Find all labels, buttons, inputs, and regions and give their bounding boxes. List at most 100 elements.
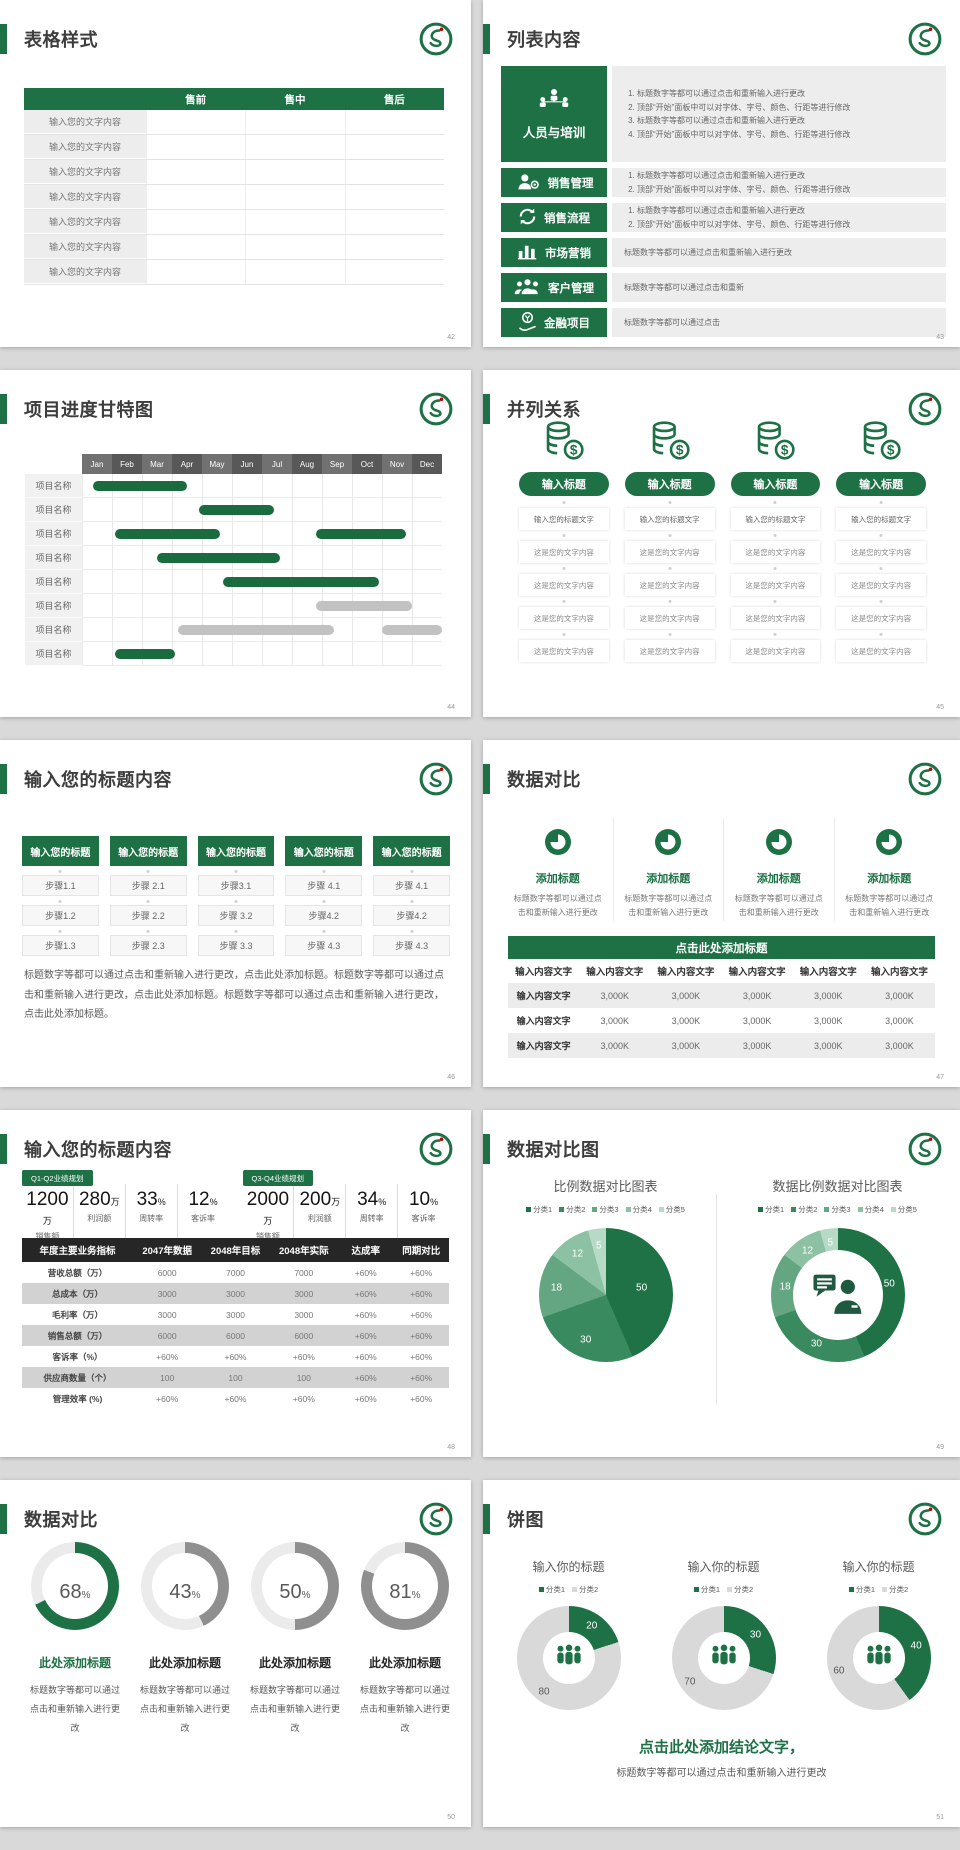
step-box: 步骤 4.1 — [285, 875, 363, 896]
gauge-row: 68% 此处添加标题标题数字等都可以通过点击和重新输入进行更改 43% 此处添加标题标… — [26, 1542, 450, 1738]
feature-item: 添加标题 标题数字等都可以通过点击和重新输入进行更改 — [723, 818, 834, 921]
kpi-cell: 管理效率 (%) — [52, 1393, 103, 1404]
table-header-cell: 输入内容文字 — [515, 967, 573, 978]
gantt-row-label: 项目名称 — [25, 594, 82, 618]
empty-cell — [146, 185, 245, 209]
legend-item: 分类3 — [592, 1204, 619, 1215]
metric-number: 34 — [357, 1189, 379, 1210]
metric-number: 280 — [78, 1189, 111, 1210]
column-title-pill: 输入标题 — [730, 472, 821, 496]
coins-icon: $ — [541, 420, 587, 466]
legend-label: 分类2 — [579, 1585, 599, 1594]
kpi-header-cell: 2048年实际 — [278, 1246, 329, 1257]
empty-cell — [245, 160, 344, 184]
kpi-header-cell: 达成率 — [351, 1246, 380, 1257]
slide-49-pie-charts[interactable]: 数据对比图 比例数据对比图表 分类1 分类2 分类3 分类4 分类5 50 30 18 12 5 数据… — [483, 1110, 960, 1457]
gauge-percent-sign: % — [411, 1590, 421, 1601]
slide-44-gantt[interactable]: 项目进度甘特图 Jan Feb Mar Apr May Jun Jul Aug Sep Oct No… — [0, 370, 471, 717]
legend-label: 分类1 — [855, 1585, 875, 1594]
legend-label: 分类2 — [734, 1585, 754, 1594]
kpi-cell: +60% — [410, 1372, 433, 1383]
value-cell: 3,000K — [742, 1040, 772, 1051]
gauge-value: 81% — [372, 1553, 438, 1619]
metric-value: 12% — [178, 1189, 229, 1211]
list-line: 顶部“开始”面板中可以对字体、字号、颜色、行距等进行修改 — [637, 184, 850, 195]
kpi-cell: 3000 — [294, 1288, 314, 1299]
empty-cell — [245, 235, 344, 259]
slide-header: 列表内容 — [483, 0, 960, 61]
chart-legend: 分类1 分类2 分类3 分类4 分类5 — [725, 1204, 950, 1215]
slide-51-donuts[interactable]: 饼图 输入你的标题 分类1 分类2 20 80 输入你的标题 分类1 分类2 30 70 输入你的标… — [483, 1480, 960, 1827]
legend-item: 分类2 — [791, 1204, 817, 1215]
page-number: 51 — [936, 1814, 944, 1821]
table-row: 输入您的文字内容 — [24, 110, 444, 135]
gantt-month-cell: Oct — [352, 454, 382, 474]
slide-43-list-content[interactable]: 列表内容 人员与培训标题数字等都可以通过点击和重新输入进行更改顶部“开始”面板中… — [483, 0, 960, 347]
chart-block: 比例数据对比图表 分类1 分类2 分类3 分类4 分类5 50 30 18 12 5 — [493, 1176, 718, 1362]
gantt-row-label: 项目名称 — [25, 570, 82, 594]
kpi-cell: 营收总额（万） — [47, 1267, 108, 1278]
metric: 12% 客诉率 — [176, 1184, 229, 1249]
page-number: 43 — [936, 334, 944, 341]
value-cell: 3,000K — [814, 1015, 843, 1026]
legend-swatch — [538, 1587, 544, 1592]
customers-icon — [514, 278, 541, 298]
slide-header: 并列关系 — [483, 370, 960, 431]
slide-42-table-style[interactable]: 表格样式 售前 售中 售后 输入您的文字内容 输入您的文字内容 输入您的文字内容 输入您的文… — [0, 0, 471, 347]
gauge-number: 50 — [279, 1581, 302, 1603]
slice-label: 80 — [538, 1686, 550, 1698]
page-number: 47 — [936, 1074, 944, 1081]
step-column-header: 输入您的标题 — [197, 836, 275, 866]
metric-label: 销售额 — [255, 1232, 280, 1241]
table-header-cell: 售中 — [284, 93, 306, 106]
gantt-bar — [178, 625, 334, 635]
slide-45-parallel[interactable]: 并列关系 $ 输入标题 输入您的标题文字 这是您的文字内容 这是您的文字内容 这是您的文字… — [483, 370, 960, 717]
list-item-header: 金融项目 — [501, 308, 607, 337]
metric-value: 1200 万 — [22, 1189, 73, 1229]
legend-swatch — [658, 1207, 664, 1212]
step-column-header: 输入您的标题 — [373, 836, 450, 866]
gauge-desc: 标题数字等都可以通过点击和重新输入进行更改 — [29, 1685, 120, 1733]
list-item-label: 市场营销 — [545, 247, 591, 260]
title-accent-bar — [483, 1134, 490, 1164]
title-accent-bar — [0, 1134, 7, 1164]
donut-title: 输入你的标题 — [532, 1560, 605, 1574]
step-column: 输入您的标题 步骤1.1 步骤1.2 步骤1.3 — [22, 836, 99, 956]
gauge: 43% 此处添加标题 标题数字等都可以通过点击和重新输入进行更改 — [136, 1542, 234, 1738]
column-heading-box: 输入您的标题文字 — [624, 508, 715, 530]
gauge-number: 81 — [389, 1581, 412, 1603]
gauge-title: 此处添加标题 — [148, 1656, 221, 1670]
numbered-list: 标题数字等都可以通过点击和重新输入进行更改顶部“开始”面板中可以对字体、字号、颜… — [624, 168, 850, 198]
value-cell: 3,000K — [671, 1015, 701, 1026]
list-item-body: 标题数字等都可以通过点击和重新输入进行更改 — [612, 238, 946, 267]
kpi-cell: 3000 — [226, 1309, 245, 1320]
feature-row: 添加标题 标题数字等都可以通过点击和重新输入进行更改 添加标题 标题数字等都可以通过点… — [503, 818, 944, 921]
kpi-cell: +60% — [410, 1267, 433, 1278]
kpi-cell: 100 — [296, 1372, 311, 1383]
gauge-number: 68 — [59, 1581, 82, 1603]
list-line: 标题数字等都可以通过点击和重新输入进行更改 — [637, 115, 850, 126]
slide-47-data-compare[interactable]: 数据对比 添加标题 标题数字等都可以通过点击和重新输入进行更改 添加标题 标题数字等都… — [483, 740, 960, 1087]
legend-label: 分类4 — [864, 1205, 884, 1214]
slide-48-kpi-table[interactable]: 输入您的标题内容 Q1-Q2业绩规划 1200万 销售额 280万 利润额 33% 周转率 1… — [0, 1110, 471, 1457]
slice-label: 30 — [749, 1629, 762, 1641]
kpi-cell: +60% — [354, 1288, 377, 1299]
step-box: 步骤 2.2 — [109, 905, 187, 926]
legend-swatch — [625, 1207, 631, 1212]
table-row: 输入您的文字内容 — [24, 135, 444, 160]
slice-label: 70 — [684, 1676, 696, 1688]
list-line: 标题数字等都可以通过点击和重新输入进行更改 — [624, 248, 792, 257]
slide-50-gauges[interactable]: 数据对比 68% 此处添加标题 标题数字等都可以通过点击和重新输入进行更改 43% 此处… — [0, 1480, 471, 1827]
legend-label: 分类2 — [889, 1585, 909, 1594]
value-cell: 3,000K — [885, 1015, 914, 1026]
kpi-cell: +60% — [224, 1393, 247, 1404]
slide-46-steps[interactable]: 输入您的标题内容 输入您的标题 步骤1.1 步骤1.2 步骤1.3 输入您的标题 步骤 2… — [0, 740, 471, 1087]
metric: 33% 周转率 — [124, 1184, 177, 1249]
column-text-box: 这是您的文字内容 — [730, 607, 821, 629]
gantt-track — [82, 498, 442, 522]
column-text-box: 这是您的文字内容 — [624, 640, 715, 662]
legend-label: 分类3 — [599, 1205, 619, 1214]
metric-number: 12 — [188, 1189, 210, 1210]
gantt-track — [82, 618, 442, 642]
legend-item: 分类3 — [824, 1204, 851, 1215]
